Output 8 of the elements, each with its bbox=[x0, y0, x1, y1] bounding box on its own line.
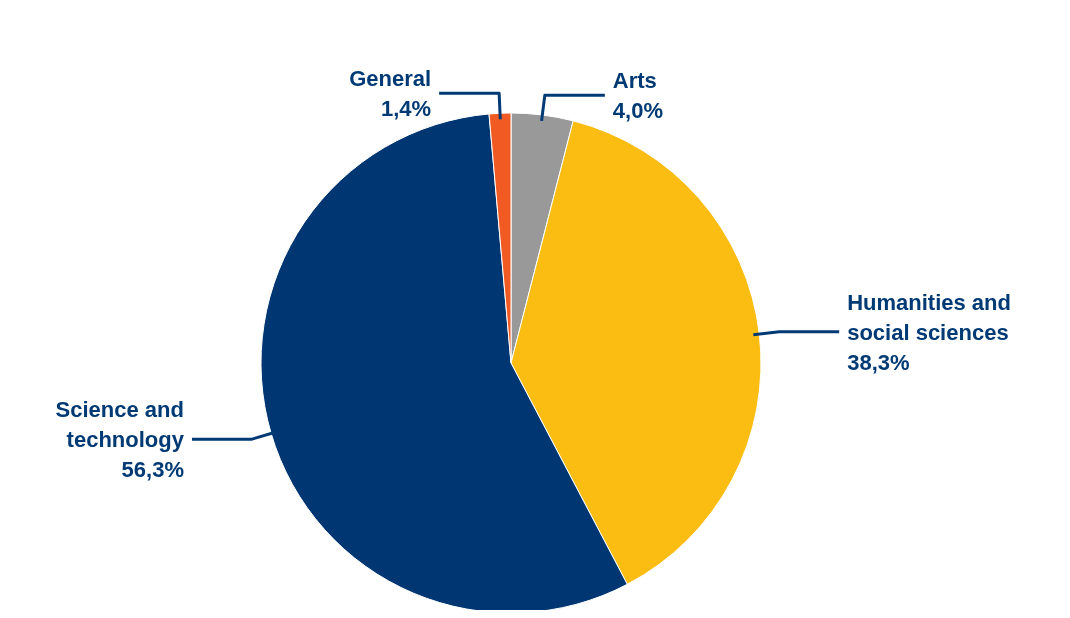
data-label: 56,3% bbox=[121, 457, 184, 483]
slice-label: Arts bbox=[612, 68, 657, 94]
slice-label: Humanities and social sciences bbox=[847, 289, 1011, 345]
data-label: 1,4% bbox=[380, 96, 432, 122]
data-label: 4,0% bbox=[612, 98, 663, 124]
slice-label: Science and technology bbox=[55, 397, 185, 453]
data-label: 38,3% bbox=[847, 349, 910, 375]
slice-label: General bbox=[349, 66, 432, 92]
